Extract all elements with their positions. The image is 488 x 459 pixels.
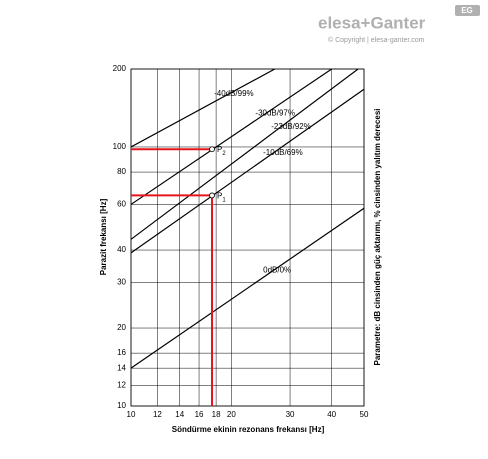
y-tick-label: 20 [117, 323, 126, 332]
y-axis-label: Parazit frekansı [Hz] [99, 198, 108, 275]
curve-label: -23dB/92% [271, 122, 311, 131]
x-tick-label: 10 [127, 410, 136, 419]
curve [131, 207, 364, 369]
y-tick-label: 14 [117, 363, 126, 372]
y-tick-label: 60 [117, 200, 126, 209]
badge: EG [461, 6, 473, 15]
curve [131, 88, 364, 254]
y-tick-label: 80 [117, 167, 126, 176]
x-tick-label: 14 [175, 410, 184, 419]
y-tick-label: 16 [117, 348, 126, 357]
copyright: © Copyright | elesa-ganter.com [328, 36, 425, 44]
x-tick-label: 18 [212, 410, 221, 419]
point-sub: 1 [222, 197, 226, 203]
x-tick-label: 40 [327, 410, 336, 419]
y-tick-label: 200 [113, 64, 127, 73]
x-tick-label: 20 [227, 410, 236, 419]
x-axis-label: Söndürme ekinin rezonans frekansı [Hz] [172, 425, 325, 434]
x-tick-label: 50 [360, 410, 369, 419]
curve [131, 69, 276, 148]
point-sub: 2 [222, 151, 226, 157]
x-tick-label: 16 [195, 410, 204, 419]
x-tick-label: 30 [286, 410, 295, 419]
curve-label: -10dB/69% [263, 148, 303, 157]
point-letter: P [217, 145, 222, 154]
y-tick-label: 10 [117, 401, 126, 410]
curve [131, 69, 359, 240]
y-tick-label: 40 [117, 245, 126, 254]
y-tick-label: 30 [117, 278, 126, 287]
logo: elesa+Ganter [318, 13, 426, 32]
badge-box [455, 5, 480, 16]
y-tick-label: 100 [113, 142, 127, 151]
curve-label: -30dB/97% [255, 108, 295, 117]
point-label: P2 [217, 145, 226, 156]
point-label: P1 [217, 192, 226, 203]
curve-label: -40dB/99% [214, 89, 254, 98]
curve-label: 0dB/0% [263, 265, 291, 274]
curve [131, 69, 333, 205]
y-tick-label: 12 [117, 381, 126, 390]
x-tick-label: 12 [153, 410, 162, 419]
side-label: Parametre: dB cinsinden güç aktarımı, % … [373, 109, 382, 366]
point [209, 146, 215, 153]
plot-frame [130, 68, 365, 407]
point-letter: P [217, 192, 222, 201]
point [209, 192, 215, 199]
